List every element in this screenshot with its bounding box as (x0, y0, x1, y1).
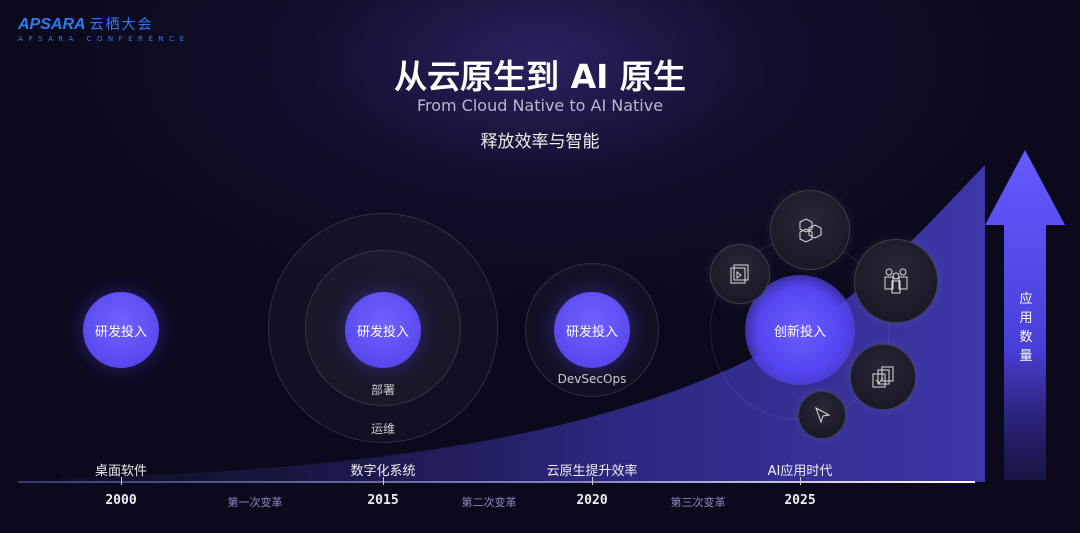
stage-4-core: 创新投入 (745, 275, 855, 385)
people-icon (854, 239, 938, 323)
year-2015: 2015 (367, 493, 399, 508)
page-title: 从云原生到 AI 原生 (394, 57, 686, 96)
era-ai: AI应用时代 (767, 464, 833, 479)
ring-label-deploy: 部署 (370, 383, 396, 397)
stage-2-middle-ring (305, 250, 461, 406)
transition-2: 第二次变革 (461, 496, 517, 509)
tick-2000 (121, 477, 122, 485)
year-2025: 2025 (784, 493, 816, 508)
page-tagline: 释放效率与智能 (480, 132, 600, 152)
video-chat-icon (710, 244, 770, 304)
apsara-logo: APSARA 云栖大会 APSARA CONFERENCE (18, 16, 190, 43)
tick-2015 (383, 477, 384, 485)
era-desktop: 桌面软件 (94, 464, 148, 479)
tick-2020 (592, 477, 593, 485)
year-2000: 2000 (105, 493, 137, 508)
stage-3-core: 研发投入 (554, 292, 630, 368)
year-2020: 2020 (576, 493, 608, 508)
era-cloud-native: 云原生提升效率 (546, 464, 638, 479)
transition-3: 第三次变革 (670, 496, 726, 509)
stage-3-outer-ring (525, 263, 659, 397)
ring-label-devsecops: DevSecOps (557, 372, 627, 386)
transition-1: 第一次变革 (227, 496, 283, 509)
page-subtitle: From Cloud Native to AI Native (416, 96, 664, 115)
checklist-stack-icon (850, 344, 916, 410)
cursor-arrow-icon (798, 391, 846, 439)
tick-2025 (800, 477, 801, 485)
stage-2-outer-ring (268, 213, 498, 443)
app-count-label: 应用数量 (1019, 292, 1033, 364)
cubes-icon (770, 190, 850, 270)
stage-2-core: 研发投入 (345, 292, 421, 368)
era-digital: 数字化系统 (350, 464, 416, 479)
ring-label-ops: 运维 (370, 422, 396, 436)
app-count-arrow (985, 150, 1065, 480)
stage-1-core: 研发投入 (83, 292, 159, 368)
timeline-axis (18, 481, 975, 483)
